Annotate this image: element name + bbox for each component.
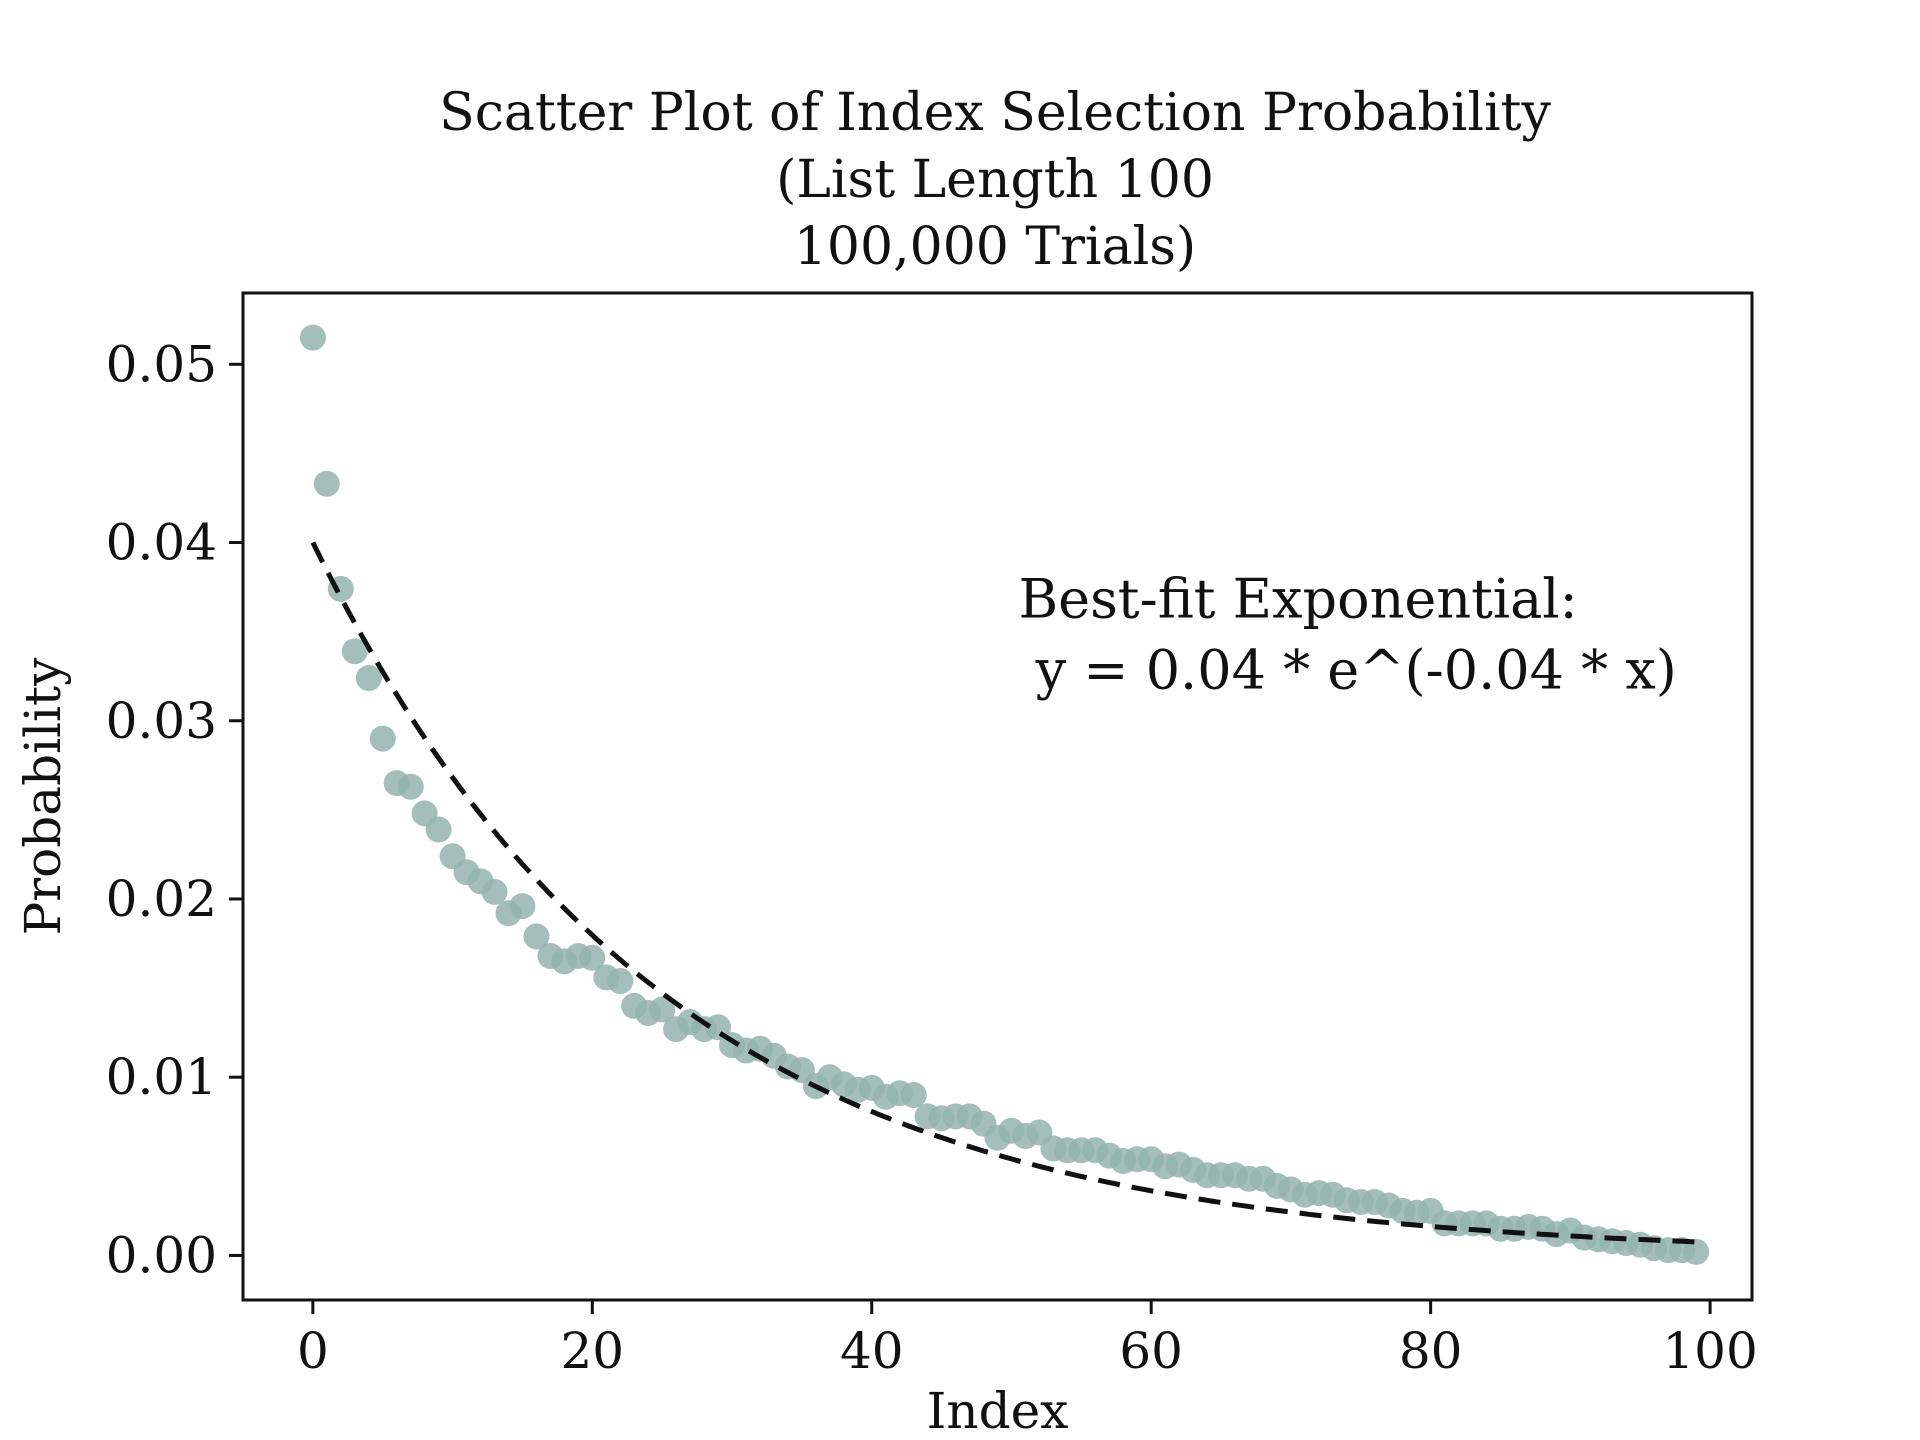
- y-axis-label: Probability: [14, 657, 72, 936]
- data-point: [509, 893, 536, 920]
- data-point: [900, 1082, 927, 1108]
- x-tick-label: 40: [840, 1322, 904, 1380]
- y-axis-ticks: 0.00 0.01 0.02 0.03 0.04 0.05: [106, 335, 243, 1284]
- data-point: [341, 638, 368, 665]
- y-tick-label: 0.02: [106, 870, 217, 928]
- data-point: [369, 725, 396, 752]
- data-point: [299, 324, 326, 351]
- data-point: [481, 878, 508, 905]
- x-tick-label: 20: [560, 1322, 624, 1380]
- x-tick-label: 100: [1662, 1322, 1757, 1380]
- title-line-2: (List Length 100: [776, 150, 1214, 210]
- plot-frame: [241, 291, 1754, 1302]
- scatter-series: [299, 324, 1710, 1265]
- y-tick-label: 0.05: [106, 335, 217, 393]
- title-line-3: 100,000 Trials): [794, 217, 1196, 277]
- x-tick-label: 60: [1119, 1322, 1183, 1380]
- x-tick-label: 80: [1399, 1322, 1463, 1380]
- data-point: [523, 923, 550, 950]
- fit-annotation-equation: y = 0.04 * e^(-0.04 * x): [1018, 639, 1676, 702]
- chart-title: Scatter Plot of Index Selection Probabil…: [439, 83, 1551, 277]
- data-point: [579, 944, 606, 971]
- title-line-1: Scatter Plot of Index Selection Probabil…: [439, 83, 1551, 143]
- data-point: [355, 665, 382, 691]
- fit-annotation-title: Best-fit Exponential:: [1018, 567, 1577, 630]
- x-axis-ticks: 0 20 40 60 80 100: [297, 1300, 1758, 1380]
- data-point: [1683, 1238, 1710, 1265]
- best-fit-curve: [310, 541, 1697, 1245]
- data-point: [607, 968, 634, 994]
- data-point: [649, 996, 676, 1023]
- data-point: [313, 470, 340, 497]
- y-tick-label: 0.01: [106, 1048, 217, 1106]
- y-tick-label: 0.03: [106, 692, 217, 750]
- y-tick-label: 0.00: [106, 1226, 217, 1284]
- data-point: [397, 773, 424, 800]
- x-axis-label: Index: [927, 1382, 1069, 1440]
- data-point: [425, 816, 452, 843]
- x-tick-label: 0: [297, 1322, 329, 1380]
- y-tick-label: 0.04: [106, 514, 217, 572]
